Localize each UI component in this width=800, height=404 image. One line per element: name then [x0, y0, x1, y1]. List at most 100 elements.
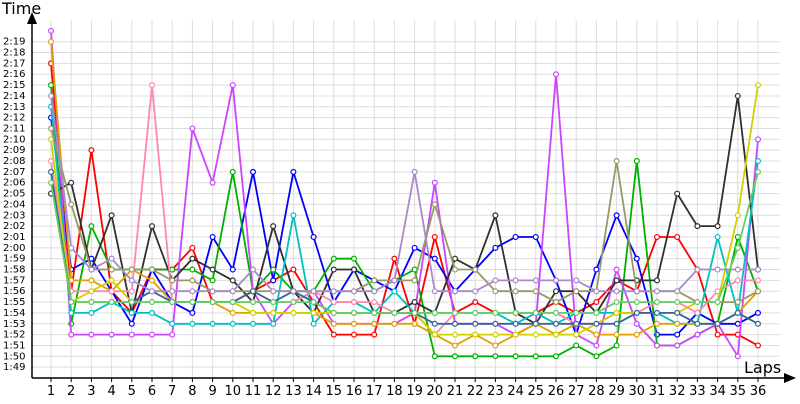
data-point [593, 299, 600, 306]
data-point [108, 299, 115, 306]
y-tick-label: 1:51 [3, 340, 25, 351]
data-point [149, 299, 156, 306]
data-point [209, 299, 216, 306]
data-point [189, 288, 196, 295]
x-tick-label: 7 [168, 384, 176, 399]
y-axis-arrow [27, 12, 37, 24]
data-point [754, 320, 761, 327]
data-point [754, 342, 761, 349]
x-tick-label: 8 [188, 384, 196, 399]
data-point [694, 299, 701, 306]
data-point [532, 288, 539, 295]
data-point [351, 299, 358, 306]
data-point [128, 277, 135, 284]
data-point [391, 309, 398, 316]
y-tick-label: 2:18 [3, 48, 25, 59]
data-point [149, 309, 156, 316]
data-point [694, 266, 701, 273]
y-tick-label: 2:16 [3, 69, 25, 80]
data-point [250, 266, 257, 273]
data-point [330, 299, 337, 306]
data-point [472, 266, 479, 273]
y-tick-label: 1:54 [3, 308, 25, 319]
data-point [189, 277, 196, 284]
x-tick-label: 26 [548, 384, 565, 399]
x-tick-label: 25 [528, 384, 545, 399]
data-point [149, 223, 156, 230]
series-line [50, 41, 759, 347]
data-point [128, 320, 135, 327]
data-point [573, 331, 580, 338]
data-point [694, 331, 701, 338]
x-tick-label: 23 [487, 384, 504, 399]
data-point [209, 320, 216, 327]
data-point [492, 353, 499, 360]
data-point [512, 288, 519, 295]
data-point [290, 212, 297, 219]
series-line [50, 30, 759, 358]
y-tick-label: 1:59 [3, 254, 25, 265]
data-point [552, 71, 559, 78]
x-tick-label: 19 [406, 384, 423, 399]
data-point [613, 277, 620, 284]
data-point [593, 266, 600, 273]
data-point [351, 320, 358, 327]
y-tick-label: 1:52 [3, 330, 25, 341]
data-point [613, 212, 620, 219]
data-point [452, 288, 459, 295]
data-point [532, 331, 539, 338]
data-point [351, 266, 358, 273]
data-point [128, 288, 135, 295]
data-point [633, 309, 640, 316]
data-point [128, 309, 135, 316]
data-point [653, 233, 660, 240]
x-tick-label: 32 [669, 384, 686, 399]
data-point [290, 168, 297, 175]
data-point [108, 288, 115, 295]
data-point [714, 233, 721, 240]
data-point [633, 299, 640, 306]
data-point [613, 299, 620, 306]
data-point [452, 353, 459, 360]
data-point [653, 342, 660, 349]
data-point [88, 309, 95, 316]
data-point [189, 309, 196, 316]
data-point [573, 288, 580, 295]
data-point [593, 309, 600, 316]
data-point [573, 309, 580, 316]
x-tick-label: 28 [588, 384, 605, 399]
data-point [149, 82, 156, 89]
data-point [330, 320, 337, 327]
data-point [633, 255, 640, 262]
data-point [512, 309, 519, 316]
x-tick-label: 31 [649, 384, 666, 399]
data-point [250, 320, 257, 327]
data-point [613, 331, 620, 338]
series-line [50, 95, 758, 293]
data-point [492, 309, 499, 316]
y-tick-label: 2:05 [3, 189, 25, 200]
y-tick-label: 2:13 [3, 102, 25, 113]
x-tick-label: 33 [689, 384, 706, 399]
data-point [391, 288, 398, 295]
x-tick-label: 36 [750, 384, 767, 399]
data-point [492, 288, 499, 295]
data-point [411, 244, 418, 251]
data-point [552, 277, 559, 284]
data-point [68, 201, 75, 208]
data-point [431, 233, 438, 240]
data-point [270, 309, 277, 316]
data-point [593, 342, 600, 349]
data-point [734, 212, 741, 219]
data-point [209, 277, 216, 284]
y-tick-label: 1:56 [3, 286, 25, 297]
data-point [128, 266, 135, 273]
data-point [411, 168, 418, 175]
x-tick-label: 27 [568, 384, 585, 399]
y-tick-label: 1:49 [3, 362, 25, 373]
data-point [492, 277, 499, 284]
data-point [108, 212, 115, 219]
series-line [50, 171, 759, 314]
data-point [411, 309, 418, 316]
x-tick-label: 2 [67, 384, 75, 399]
